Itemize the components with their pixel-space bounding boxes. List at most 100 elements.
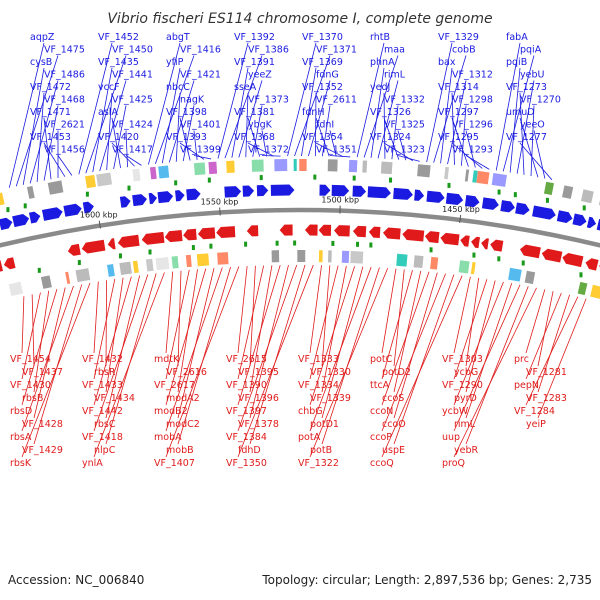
gene-label-top: VF_1354 xyxy=(302,132,343,143)
callout-line-bottom xyxy=(537,298,587,419)
callout-line-bottom xyxy=(525,289,546,354)
reverse-gene-arrow xyxy=(318,224,332,236)
gene-label-bottom: VF_1433 xyxy=(82,380,123,391)
callout-line-top xyxy=(231,67,249,158)
gene-label-top: rhtB xyxy=(370,32,390,43)
gene-label-top: nbcC xyxy=(166,82,190,93)
callout-line-bottom xyxy=(237,266,248,354)
gene-label-bottom: yebR xyxy=(454,445,478,456)
gene-label-bottom: VF_1284 xyxy=(514,406,555,417)
callout-line-top xyxy=(113,105,127,170)
gene-label-bottom: ccoQ xyxy=(370,458,394,469)
reverse-gene-arrow xyxy=(334,225,350,237)
reverse-cog-block xyxy=(185,254,192,268)
forward-gene-arrow xyxy=(41,207,63,221)
callout-line-top xyxy=(363,55,399,158)
gene-label-bottom: VF_1378 xyxy=(238,419,279,430)
callout-line-top xyxy=(43,142,66,177)
callout-line-bottom xyxy=(237,264,298,432)
gene-label-bottom: ccoN xyxy=(370,406,393,417)
gene-label-bottom: VF_1437 xyxy=(22,367,63,378)
callout-line-bottom xyxy=(237,265,265,380)
forward-rna-marker xyxy=(513,192,517,198)
forward-rna-marker xyxy=(545,197,549,203)
callout-line-top xyxy=(8,42,45,188)
gene-label-bottom: yeiP xyxy=(526,419,546,430)
callout-line-top xyxy=(519,142,553,181)
reverse-cog-block xyxy=(470,261,476,275)
gene-label-bottom: modA2 xyxy=(166,393,200,404)
forward-rna-marker xyxy=(313,174,317,180)
callout-line-bottom xyxy=(381,270,413,380)
scale-label: 1550 kbp xyxy=(201,197,239,206)
callout-line-top xyxy=(377,80,399,159)
reverse-cog-block xyxy=(458,260,470,274)
gene-label-bottom: VF_1432 xyxy=(82,354,123,365)
reverse-cog-block xyxy=(145,258,154,272)
reverse-rna-marker xyxy=(472,252,476,258)
callout-line-bottom xyxy=(21,292,41,380)
reverse-cog-block xyxy=(577,281,588,296)
forward-cog-block xyxy=(580,189,594,204)
gene-label-top: VF_1371 xyxy=(316,45,357,56)
map-title: Vibrio fischeri ES114 chromosome I, comp… xyxy=(107,11,492,27)
forward-rna-marker xyxy=(127,185,131,191)
gene-label-bottom: VF_2616 xyxy=(166,367,207,378)
callout-line-top xyxy=(179,117,191,161)
gene-label-top: nagK xyxy=(180,95,205,106)
reverse-cog-block xyxy=(341,250,350,263)
gene-label-bottom: VF_1303 xyxy=(442,354,483,365)
forward-cog-block xyxy=(193,162,206,176)
reverse-cog-block xyxy=(350,251,364,264)
callout-line-bottom xyxy=(31,294,35,367)
forward-gene-arrow xyxy=(242,185,255,197)
callout-line-top xyxy=(519,117,539,178)
gene-label-bottom: potD2 xyxy=(382,367,411,378)
bottom-gene-labels: VF_1454 VF_1437 VF_1430 rbsB rbsD VF_1428 rbsA… xyxy=(10,354,567,469)
gene-label-top: VF_1393 xyxy=(166,132,207,143)
callout-line-top xyxy=(57,155,73,176)
forward-gene-arrow xyxy=(186,188,201,201)
gene-label-bottom: VF_1407 xyxy=(154,458,195,469)
callout-line-top xyxy=(287,42,317,157)
forward-gene-arrow xyxy=(175,190,185,202)
reverse-rna-marker xyxy=(579,272,583,278)
gene-label-bottom: rbsC xyxy=(94,419,116,430)
reverse-gene-arrow xyxy=(198,227,216,240)
reverse-cog-block xyxy=(119,261,132,275)
gene-label-top: maa xyxy=(384,45,405,56)
reverse-gene-arrow xyxy=(81,239,106,254)
callout-line-top xyxy=(182,105,195,162)
callout-line-top xyxy=(519,92,525,175)
gene-label-top: yedJ xyxy=(370,82,390,93)
gene-label-top: abgT xyxy=(166,32,190,43)
gene-label-top: VF_1373 xyxy=(248,95,289,106)
forward-gene-arrow xyxy=(481,197,499,210)
gene-label-top: VF_1324 xyxy=(370,132,411,143)
gene-label-top: VF_1425 xyxy=(112,95,153,106)
callout-line-top xyxy=(22,67,45,185)
reverse-gene-arrow xyxy=(424,231,440,244)
gene-label-top: VF_1475 xyxy=(44,45,85,56)
gene-label-top: VF_1297 xyxy=(438,107,479,118)
forward-cog-block xyxy=(158,165,170,179)
callout-line-top xyxy=(516,80,535,174)
reverse-gene-arrow xyxy=(279,224,293,236)
callout-line-top xyxy=(451,117,469,167)
forward-cog-block xyxy=(464,169,470,182)
callout-line-bottom xyxy=(237,264,314,458)
gene-label-top: VF_1441 xyxy=(112,70,153,81)
reverse-gene-arrow xyxy=(67,243,81,256)
gene-label-bottom: ttcA xyxy=(370,380,390,391)
gene-label-bottom: VF_1434 xyxy=(94,393,135,404)
gene-label-top: pqiB xyxy=(506,57,527,68)
gene-label-top: VF_1416 xyxy=(180,45,221,56)
gene-label-top: VF_1314 xyxy=(438,82,479,93)
callout-line-top xyxy=(247,117,261,157)
callout-line-top xyxy=(175,92,181,162)
callout-line-top xyxy=(383,92,386,159)
reverse-cog-block xyxy=(318,250,323,263)
forward-gene-arrow xyxy=(572,213,587,226)
callout-line-top xyxy=(451,142,483,169)
callout-line-top xyxy=(99,80,127,172)
